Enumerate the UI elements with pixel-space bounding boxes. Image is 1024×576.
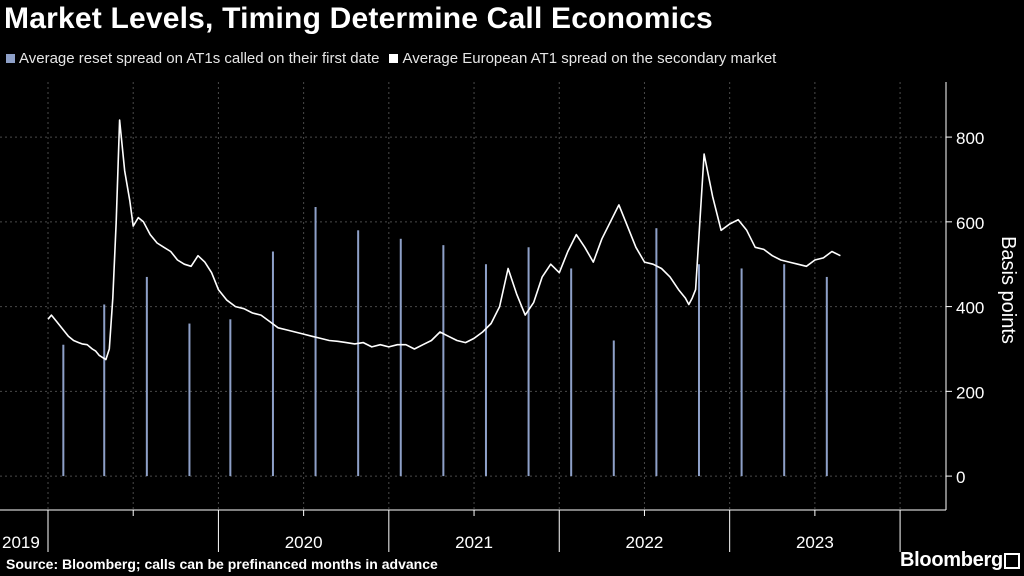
x-tick-label: 2020	[285, 533, 323, 552]
bar	[229, 319, 232, 477]
bar	[314, 207, 317, 477]
x-axis: 2019 2020 2021 2022 2023	[0, 509, 946, 552]
bloomberg-logo-mark	[1004, 553, 1020, 569]
bar	[357, 230, 360, 477]
chart-title: Market Levels, Timing Determine Call Eco…	[4, 2, 713, 35]
bar	[527, 247, 530, 477]
legend-item-reset-spread: Average reset spread on AT1s called on t…	[6, 50, 379, 67]
bar	[103, 304, 106, 477]
legend: Average reset spread on AT1s called on t…	[6, 50, 786, 67]
x-tick-label: 2022	[626, 533, 664, 552]
line-path	[47, 119, 841, 361]
bar	[825, 276, 828, 477]
legend-swatch-secondary-spread	[389, 54, 399, 63]
bar	[740, 268, 743, 477]
legend-swatch-reset-spread	[6, 54, 15, 63]
x-tick-label: 2023	[796, 533, 834, 552]
legend-label-secondary-spread: Average European AT1 spread on the secon…	[402, 50, 777, 67]
bar	[145, 276, 148, 477]
bar	[655, 228, 658, 477]
y-axis-label: Basis points	[997, 236, 1019, 344]
legend-item-secondary-spread: Average European AT1 spread on the secon…	[389, 50, 776, 67]
legend-label-reset-spread: Average reset spread on AT1s called on t…	[19, 50, 380, 67]
bar	[442, 245, 445, 477]
x-tick-label: 2019	[2, 533, 40, 552]
bar	[399, 238, 402, 477]
bar-series	[62, 207, 828, 477]
bar	[783, 264, 786, 477]
line-series	[47, 119, 841, 361]
y-axis: 0 200 400 600 800	[945, 82, 984, 510]
x-tick-label: 2021	[455, 533, 493, 552]
y-tick-label: 200	[956, 383, 984, 402]
bar	[697, 264, 700, 477]
y-tick-label: 600	[956, 214, 984, 233]
y-tick-label: 400	[956, 299, 984, 318]
bar	[188, 323, 191, 477]
bar	[612, 340, 615, 477]
bar	[62, 344, 65, 477]
bloomberg-logo: Bloomberg	[900, 549, 1003, 571]
gridlines	[0, 82, 946, 510]
bar	[271, 251, 274, 477]
y-tick-label: 0	[956, 468, 965, 487]
y-tick-label: 800	[956, 129, 984, 148]
bar	[484, 264, 487, 477]
bar	[570, 268, 573, 477]
source-note: Source: Bloomberg; calls can be prefinan…	[6, 556, 438, 572]
